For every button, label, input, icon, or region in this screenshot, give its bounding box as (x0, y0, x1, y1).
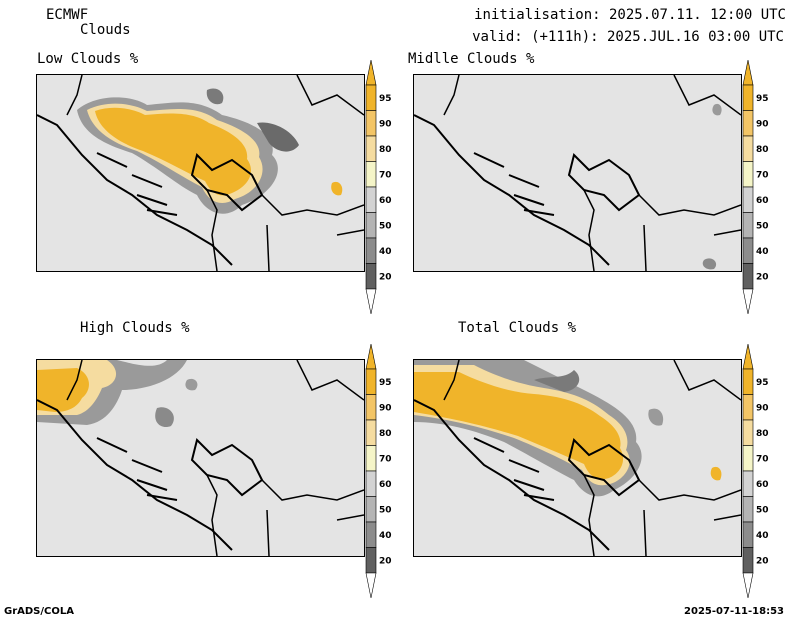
colorbar-label: 70 (379, 454, 392, 464)
colorbar-label: 95 (379, 94, 392, 104)
colorbar-segment (365, 419, 377, 446)
colorbar-label: 80 (379, 429, 392, 439)
colorbar-segment (365, 161, 377, 188)
colorbar-label: 60 (379, 196, 392, 206)
colorbar-top-arrow (742, 344, 754, 370)
colorbar-middle: 95 90 80 70 60 50 40 20 (741, 60, 797, 315)
colorbar-label: 90 (379, 403, 392, 413)
colorbar-segment (365, 547, 377, 574)
colorbar-label: 20 (379, 556, 392, 566)
colorbar-segment (365, 237, 377, 264)
colorbar-label: 80 (379, 145, 392, 155)
map-high-clouds (36, 359, 365, 557)
colorbar-label: 60 (756, 480, 769, 490)
colorbar-segment (365, 135, 377, 162)
colorbar-bottom-arrow (365, 288, 377, 315)
colorbar-high: 95 90 80 70 60 50 40 20 (364, 344, 420, 599)
colorbar-segment (742, 263, 754, 290)
colorbar-total: 95 90 80 70 60 50 40 20 (741, 344, 797, 599)
panel-title-total: Total Clouds % (458, 320, 577, 336)
colorbar-segment (742, 237, 754, 264)
colorbar-segment (742, 470, 754, 497)
colorbar-segment (742, 186, 754, 213)
colorbar-segment (742, 445, 754, 472)
colorbar-label: 40 (379, 531, 392, 541)
map-middle-clouds (413, 74, 742, 272)
colorbar-label: 90 (756, 119, 769, 129)
colorbar-label: 50 (379, 505, 392, 515)
colorbar-segment (742, 394, 754, 421)
colorbar-segment (365, 84, 377, 111)
colorbar-segment (365, 368, 377, 395)
colorbar-label: 50 (379, 221, 392, 231)
colorbar-label: 70 (756, 454, 769, 464)
colorbar-top-arrow (365, 344, 377, 370)
colorbar-label: 20 (756, 556, 769, 566)
colorbar-bottom-arrow (365, 572, 377, 599)
colorbar-segment (742, 212, 754, 239)
colorbar-segment (365, 186, 377, 213)
colorbar-segment (742, 135, 754, 162)
colorbar-segment (365, 445, 377, 472)
panel-title-high: High Clouds % (80, 320, 190, 336)
colorbar-segment (365, 263, 377, 290)
colorbar-label: 90 (756, 403, 769, 413)
colorbar-label: 70 (756, 170, 769, 180)
colorbar-label: 95 (756, 378, 769, 388)
colorbar-label: 60 (379, 480, 392, 490)
colorbar-segment (365, 470, 377, 497)
colorbar-label: 50 (756, 505, 769, 515)
footer-grads: GrADS/COLA (4, 606, 74, 617)
colorbar-label: 70 (379, 170, 392, 180)
colorbar-bottom-arrow (742, 572, 754, 599)
colorbar-segment (365, 394, 377, 421)
model-name: ECMWF (46, 7, 89, 23)
colorbar-segment (742, 547, 754, 574)
colorbar-label: 80 (756, 145, 769, 155)
colorbar-label: 20 (379, 272, 392, 282)
colorbar-top-arrow (365, 60, 377, 86)
colorbar-label: 95 (756, 94, 769, 104)
colorbar-segment (742, 110, 754, 137)
panel-title-low: Low Clouds % (37, 51, 139, 67)
colorbar-segment (365, 110, 377, 137)
colorbar-segment (742, 161, 754, 188)
colorbar-segment (365, 496, 377, 523)
colorbar-label: 80 (756, 429, 769, 439)
colorbar-segment (742, 521, 754, 548)
colorbar-label: 40 (756, 531, 769, 541)
colorbar-low: 95 90 80 70 60 50 40 20 (364, 60, 420, 315)
colorbar-label: 50 (756, 221, 769, 231)
colorbar-label: 40 (756, 247, 769, 257)
colorbar-label: 95 (379, 378, 392, 388)
footer-timestamp: 2025-07-11-18:53 (684, 606, 784, 617)
colorbar-label: 90 (379, 119, 392, 129)
colorbar-segment (365, 212, 377, 239)
colorbar-label: 40 (379, 247, 392, 257)
panel-title-middle: Midlle Clouds % (408, 51, 535, 67)
colorbar-segment (742, 84, 754, 111)
colorbar-segment (742, 368, 754, 395)
variable-name: Clouds (80, 22, 131, 38)
colorbar-segment (742, 419, 754, 446)
colorbar-segment (365, 521, 377, 548)
valid-time: valid: (+111h): 2025.JUL.16 03:00 UTC (472, 29, 784, 45)
colorbar-top-arrow (742, 60, 754, 86)
colorbar-label: 60 (756, 196, 769, 206)
initialisation-time: initialisation: 2025.07.11. 12:00 UTC (474, 7, 786, 23)
map-total-clouds (413, 359, 742, 557)
colorbar-segment (742, 496, 754, 523)
map-low-clouds (36, 74, 365, 272)
colorbar-label: 20 (756, 272, 769, 282)
colorbar-bottom-arrow (742, 288, 754, 315)
